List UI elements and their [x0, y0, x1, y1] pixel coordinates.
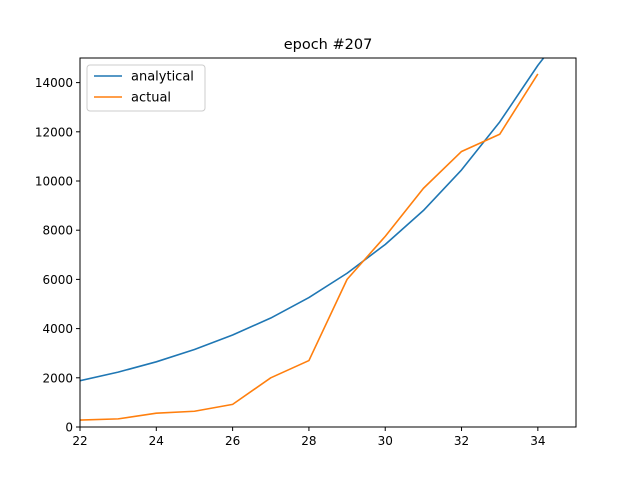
x-tick-label: 30 [378, 434, 393, 448]
x-tick-label: 22 [72, 434, 87, 448]
plot-area [80, 58, 545, 421]
y-tick-label: 0 [65, 421, 73, 435]
axes: 22 24 26 28 30 32 34 0 2000 4000 6000 8000 10000 1200… [35, 57, 577, 448]
y-tick-label: 2000 [42, 371, 73, 385]
axes-frame [79, 57, 577, 428]
legend: analytical actual [86, 64, 206, 112]
x-tick-label: 34 [530, 434, 545, 448]
x-tick-label: 24 [149, 434, 164, 448]
y-tick-label: 4000 [42, 322, 73, 336]
legend-label-actual: actual [131, 91, 171, 106]
y-tick-label: 12000 [35, 125, 73, 139]
x-tick-label: 28 [301, 434, 316, 448]
series-line-actual [80, 73, 539, 421]
y-tick-label: 6000 [42, 273, 73, 287]
y-tick-label: 10000 [35, 175, 73, 189]
chart-title: epoch #207 [284, 37, 373, 53]
y-tick-label: 14000 [35, 76, 73, 90]
x-tick-label: 26 [225, 434, 240, 448]
legend-label-analytical: analytical [131, 70, 194, 85]
y-tick-label: 8000 [42, 224, 73, 238]
series-line-analytical [80, 58, 545, 382]
x-tick-label: 32 [454, 434, 469, 448]
